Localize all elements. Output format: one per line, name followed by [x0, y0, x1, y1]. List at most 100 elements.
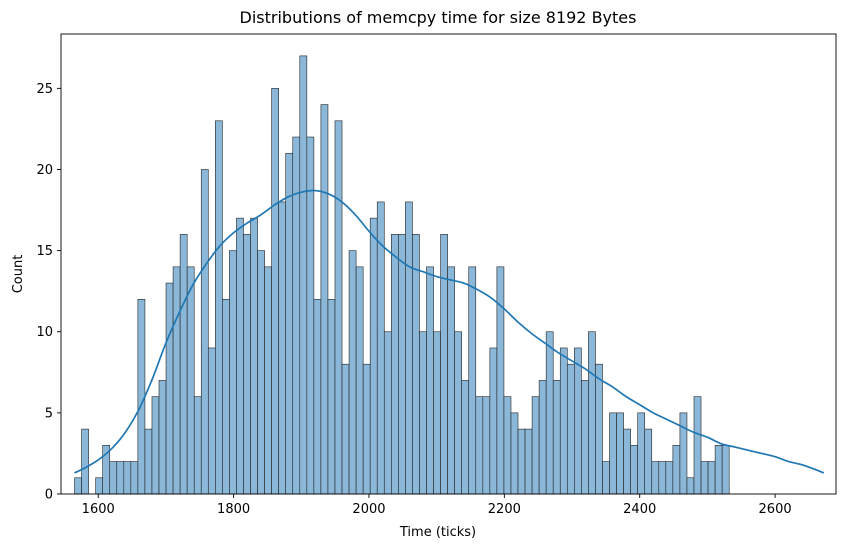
histogram-bar [362, 363, 371, 495]
histogram-bar [616, 412, 624, 495]
histogram-bar [574, 347, 582, 495]
histogram-bar [693, 396, 702, 495]
histogram-bar [186, 266, 195, 495]
histogram-bar [383, 331, 392, 495]
histogram-bar [707, 461, 716, 495]
histogram-bar [172, 266, 181, 495]
histogram-bar [123, 461, 132, 495]
histogram-bar [264, 266, 272, 495]
histogram-bar [285, 152, 294, 495]
x-tick-label: 2400 [623, 502, 656, 517]
histogram-bar [348, 250, 357, 495]
histogram-bar [130, 461, 139, 495]
kde-curve [74, 189, 825, 474]
x-tick-label: 1600 [82, 502, 115, 517]
histogram-bar [292, 136, 301, 495]
histogram-bar [630, 445, 638, 495]
histogram-bar [454, 331, 462, 495]
histogram-bar [672, 445, 681, 495]
x-axis-label: Time (ticks) [399, 525, 476, 540]
histogram-bar [405, 201, 413, 495]
histogram-bar [193, 396, 202, 495]
histogram-bar [665, 461, 674, 495]
histogram-bar [257, 250, 265, 495]
histogram-bar [398, 234, 406, 495]
histogram-bar [320, 104, 329, 495]
histogram-bar [158, 380, 167, 495]
histogram-bar [74, 477, 82, 495]
histogram-bar [524, 428, 533, 495]
y-tick-label: 10 [36, 325, 53, 340]
histogram-bar [510, 412, 519, 495]
histogram-bar [151, 396, 160, 495]
histogram-bar [595, 363, 603, 495]
histogram-bar [419, 331, 427, 495]
histogram-bar [489, 347, 498, 495]
histogram-bar [412, 234, 420, 495]
x-tick-label: 2200 [488, 502, 521, 517]
histogram-bar [559, 347, 568, 495]
histogram-bar [271, 88, 279, 495]
histogram-bar [250, 217, 258, 495]
histogram-bar [517, 428, 526, 495]
x-axis-ticks: 1600 1800 2000 2200 2400 2600 [82, 494, 792, 517]
plot-frame [60, 33, 837, 495]
histogram-bar [278, 201, 287, 495]
histogram-bar [369, 217, 378, 495]
x-tick-label: 2000 [352, 502, 385, 517]
y-tick-label: 25 [36, 82, 53, 97]
histogram-bar [165, 282, 174, 495]
histogram-bar [475, 396, 484, 495]
histogram-bar [341, 363, 350, 495]
histogram-bar [222, 298, 230, 495]
y-tick-label: 15 [36, 244, 53, 259]
histogram-bar [116, 461, 125, 495]
histogram-bar [137, 298, 146, 495]
histogram-bar [447, 266, 455, 495]
histogram-bar [566, 363, 575, 495]
histogram-bar [243, 234, 251, 495]
histogram-bar [602, 461, 610, 495]
histogram-bar [81, 428, 89, 495]
y-tick-label: 0 [45, 488, 53, 503]
chart-title: Distributions of memcpy time for size 81… [240, 8, 637, 27]
histogram-bar [503, 396, 512, 495]
histogram-bar [236, 217, 244, 495]
histogram-bar [545, 331, 554, 495]
histogram-bar [721, 445, 730, 495]
histogram-bar [496, 266, 505, 495]
histogram-bar [95, 477, 103, 495]
histogram-bar [700, 461, 709, 495]
histogram-bar [686, 477, 695, 495]
histogram-bar [391, 234, 399, 495]
histogram-bar [637, 412, 646, 495]
histogram-bar [461, 380, 470, 495]
histogram-bar [355, 266, 364, 495]
histogram-bar [109, 461, 118, 495]
histogram-bar [658, 461, 667, 495]
y-axis-ticks: 0 5 10 15 20 25 [36, 82, 61, 503]
histogram-bar [482, 396, 491, 495]
histogram-bar [334, 120, 343, 495]
histogram-bar [440, 234, 448, 495]
histogram-bar [623, 428, 631, 495]
y-axis-label: Count [11, 255, 26, 294]
histogram-bar [588, 331, 596, 495]
histogram-bar [468, 266, 477, 495]
histogram-bar [609, 412, 617, 495]
histogram-bar [538, 380, 547, 495]
histogram-bar [144, 428, 153, 495]
histogram-bars [74, 55, 730, 495]
histogram-bar [179, 234, 188, 495]
histogram-bar [313, 298, 322, 495]
y-tick-label: 5 [45, 406, 53, 421]
y-tick-label: 20 [36, 163, 53, 178]
histogram-bar [327, 298, 336, 495]
histogram-bar [229, 250, 237, 495]
histogram-bar [531, 396, 540, 495]
histogram-bar [552, 380, 561, 495]
x-tick-label: 2600 [759, 502, 792, 517]
histogram-bar [215, 120, 223, 495]
histogram-bar [581, 380, 589, 495]
